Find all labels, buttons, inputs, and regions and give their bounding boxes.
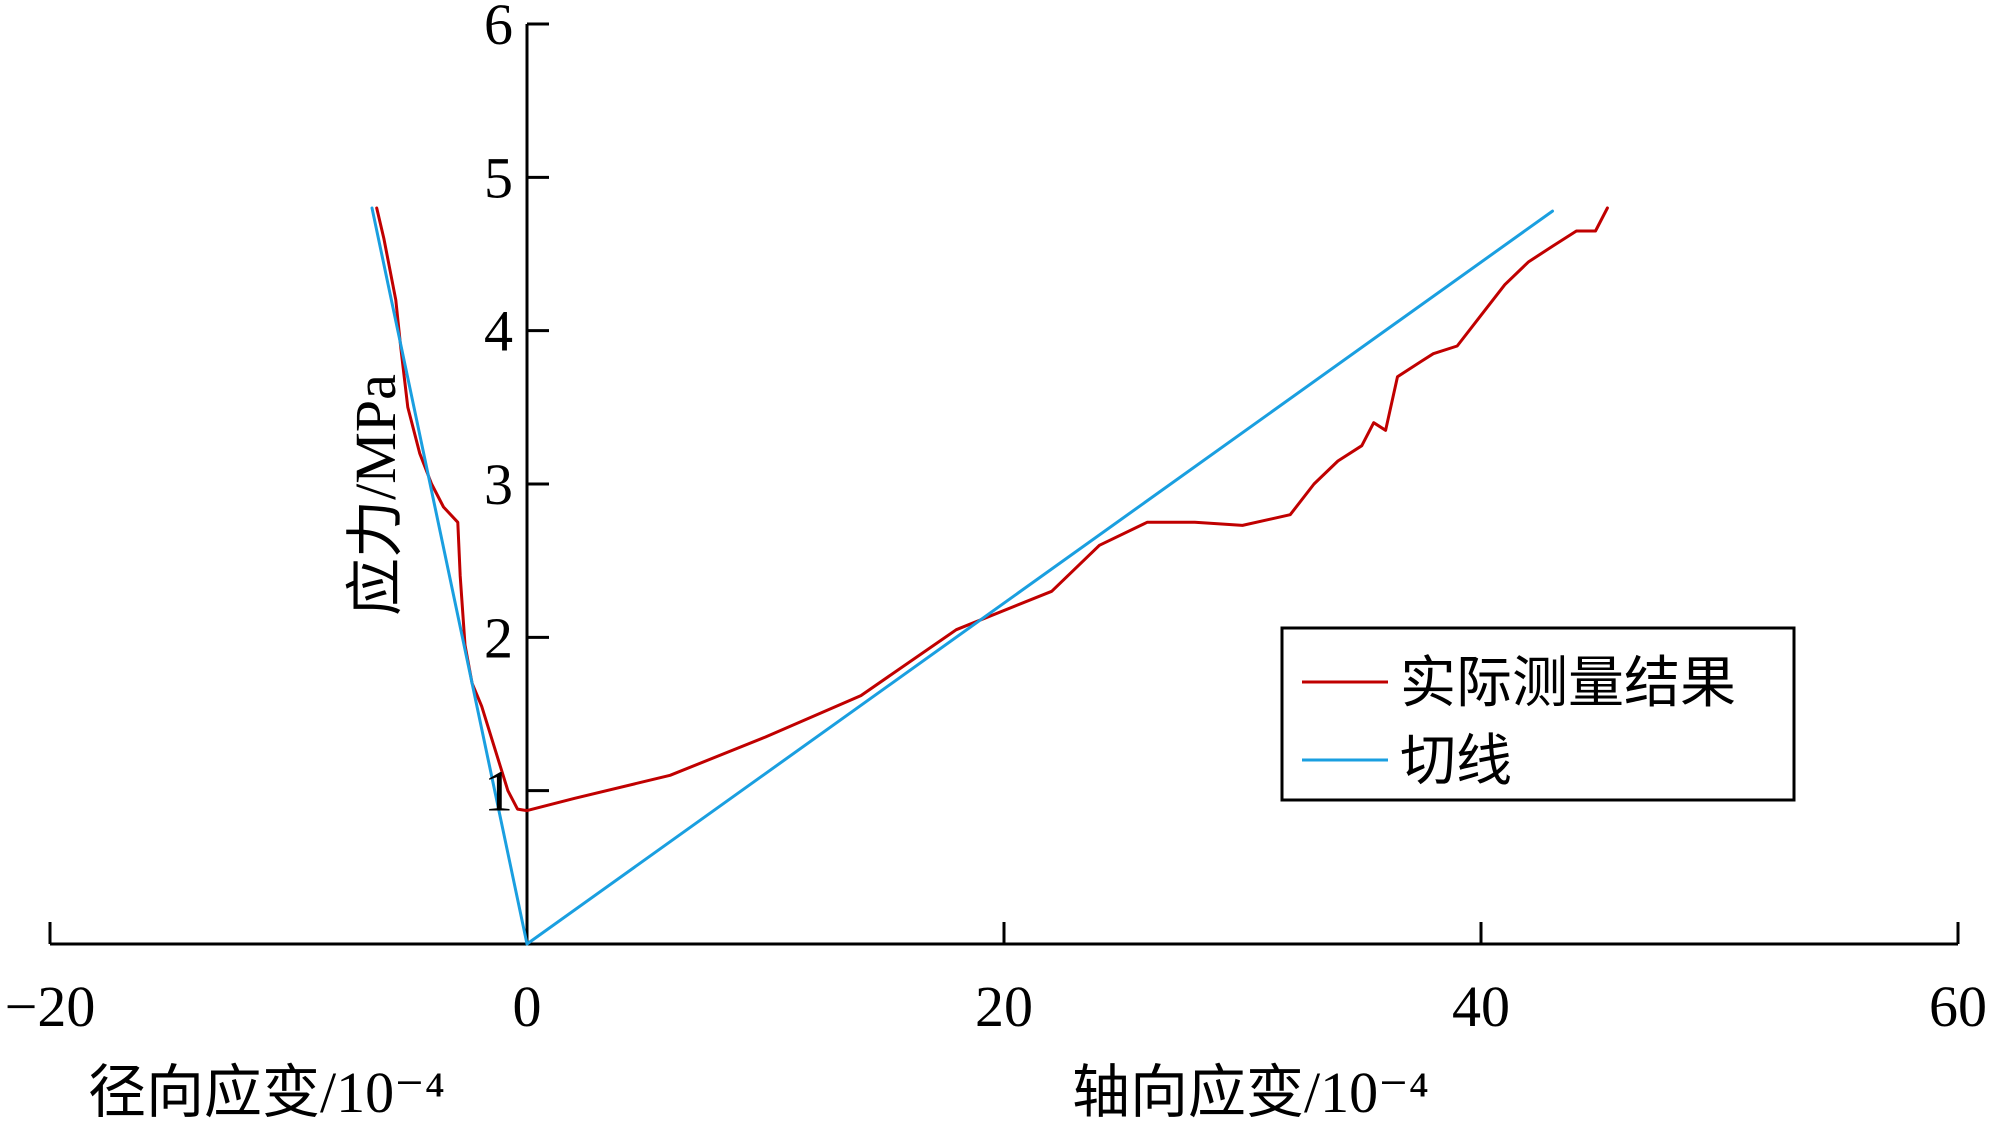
y-tick-label: 1 xyxy=(484,759,513,824)
x-tick-labels: −20 0 20 40 60 xyxy=(5,974,1987,1039)
y-tick-label: 4 xyxy=(484,299,513,364)
series-layer xyxy=(370,206,1609,946)
y-tick-label: 2 xyxy=(484,605,513,670)
legend-box xyxy=(1280,626,1796,802)
series-tangent-line-axial xyxy=(525,209,1554,946)
x-tick-label: 60 xyxy=(1929,974,1987,1039)
legend-label-measured: 实际测量结果 xyxy=(1400,653,1736,715)
legend-label-tangent: 切线 xyxy=(1400,731,1512,793)
x-tick-label: −20 xyxy=(5,974,96,1039)
x-tick-label: 0 xyxy=(513,974,542,1039)
x-axis-label-left: 径向应变/10⁻⁴ xyxy=(88,1060,445,1125)
y-tick-label: 6 xyxy=(484,0,513,57)
x-tick-label: 20 xyxy=(975,974,1033,1039)
y-tick-labels: 1 2 3 4 5 6 xyxy=(484,0,513,824)
x-axis-label-right: 轴向应变/10⁻⁴ xyxy=(1072,1060,1429,1125)
y-tick-label: 3 xyxy=(484,452,513,517)
series-tangent-line-radial xyxy=(370,206,529,946)
series-measured-line-axial xyxy=(525,206,1609,813)
y-axis-label: 应力/MPa xyxy=(343,374,408,616)
x-tick-label: 40 xyxy=(1452,974,1510,1039)
y-tick-label: 5 xyxy=(484,145,513,210)
axes xyxy=(48,22,1960,946)
legend: 实际测量结果 切线 xyxy=(1280,626,1796,802)
